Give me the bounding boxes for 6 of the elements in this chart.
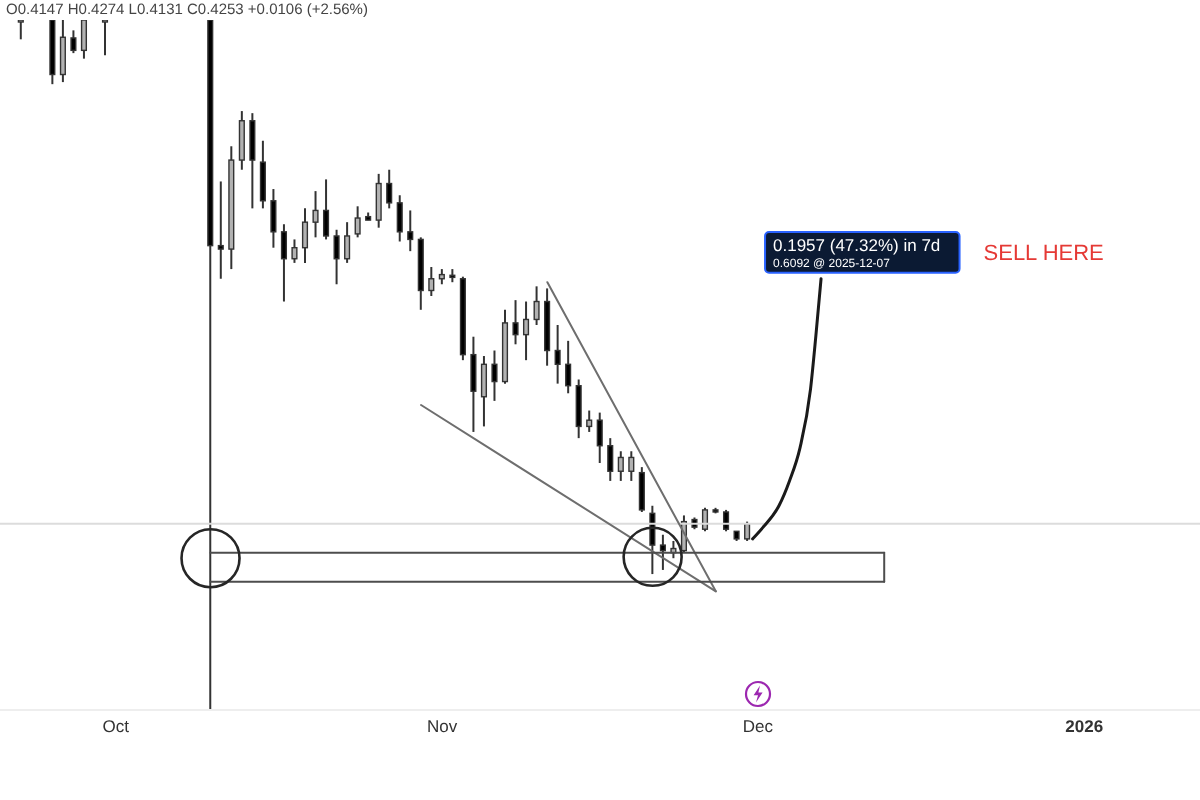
x-tick-label: 2026	[1065, 716, 1104, 736]
x-tick-label: Dec	[742, 716, 775, 736]
annotation: 0.1957 (47.32%) in 7d	[773, 235, 941, 256]
x-tick-label: Nov	[426, 716, 459, 736]
x-tick-label: Oct	[102, 716, 131, 736]
annotation: SELL HERE	[983, 242, 1104, 267]
